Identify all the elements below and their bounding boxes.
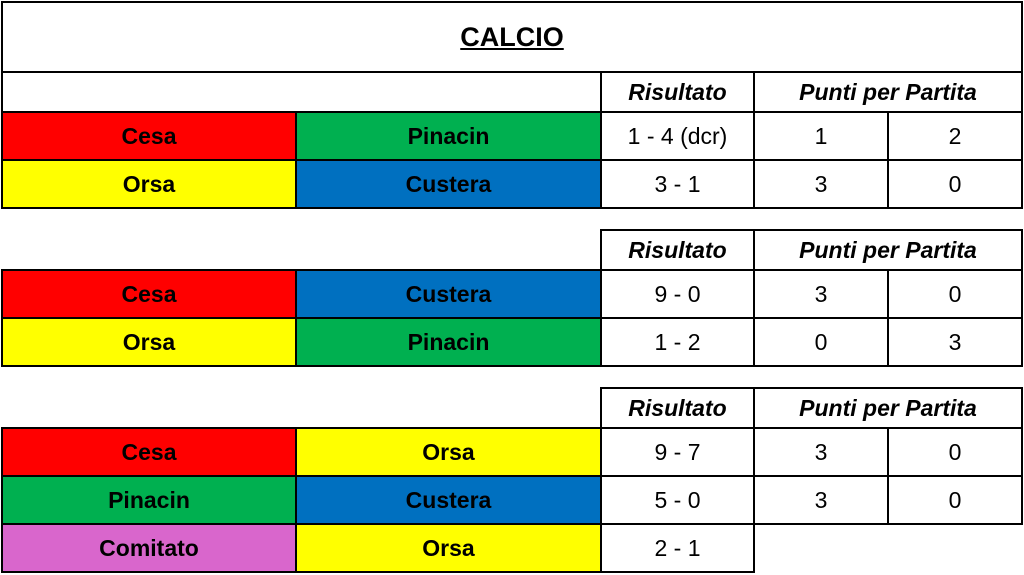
points-cell: 2 <box>887 111 1023 161</box>
points-cell: 0 <box>887 159 1023 209</box>
header-cell: Punti per Partita <box>753 229 1023 271</box>
result-cell: 1 - 2 <box>600 317 755 367</box>
team-cell: Orsa <box>295 523 602 573</box>
points-cell: 3 <box>753 269 889 319</box>
points-cell: 0 <box>753 317 889 367</box>
points-cell: 3 <box>753 475 889 525</box>
points-cell: 0 <box>887 269 1023 319</box>
team-cell: Cesa <box>1 427 297 477</box>
header-cell: Punti per Partita <box>753 71 1023 113</box>
result-cell: 9 - 7 <box>600 427 755 477</box>
result-cell: 2 - 1 <box>600 523 755 573</box>
header-cell: Risultato <box>600 229 755 271</box>
header-cell: Risultato <box>600 387 755 429</box>
team-cell: Comitato <box>1 523 297 573</box>
result-cell: 3 - 1 <box>600 159 755 209</box>
team-cell: Pinacin <box>295 317 602 367</box>
points-cell: 1 <box>753 111 889 161</box>
points-cell: 0 <box>887 475 1023 525</box>
header-cell: Risultato <box>600 71 755 113</box>
points-cell: 3 <box>753 159 889 209</box>
team-cell: Cesa <box>1 111 297 161</box>
blank-cell <box>1 71 602 113</box>
team-cell: Custera <box>295 475 602 525</box>
result-cell: 1 - 4 (dcr) <box>600 111 755 161</box>
result-cell: 5 - 0 <box>600 475 755 525</box>
team-cell: Orsa <box>1 159 297 209</box>
header-cell: Punti per Partita <box>753 387 1023 429</box>
team-cell: Pinacin <box>295 111 602 161</box>
team-cell: Orsa <box>1 317 297 367</box>
points-cell: 3 <box>887 317 1023 367</box>
team-cell: Custera <box>295 159 602 209</box>
points-cell: 0 <box>887 427 1023 477</box>
result-cell: 9 - 0 <box>600 269 755 319</box>
team-cell: Custera <box>295 269 602 319</box>
title-cell: CALCIO <box>1 1 1023 73</box>
team-cell: Orsa <box>295 427 602 477</box>
team-cell: Pinacin <box>1 475 297 525</box>
team-cell: Cesa <box>1 269 297 319</box>
points-cell: 3 <box>753 427 889 477</box>
